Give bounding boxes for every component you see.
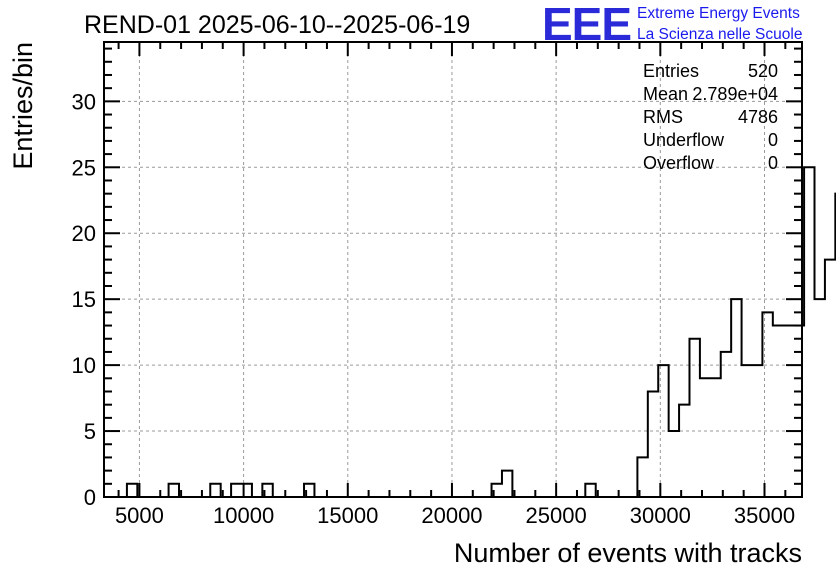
- stats-box: Entries 520 Mean 2.789e+04 RMS 4786 Unde…: [643, 61, 778, 173]
- grid-lines: [104, 42, 802, 498]
- y-tick-label: 20: [72, 221, 96, 246]
- stats-label-underflow: Underflow: [643, 130, 725, 150]
- x-tick-label: 15000: [317, 503, 378, 528]
- stats-value-rms: 4786: [738, 107, 778, 127]
- histogram-outline: [106, 166, 836, 498]
- y-tick-label: 30: [72, 89, 96, 114]
- x-axis-label: Number of events with tracks: [454, 538, 802, 568]
- x-tick-label: 25000: [526, 503, 587, 528]
- x-tick-label: 30000: [630, 503, 691, 528]
- stats-label-entries: Entries: [643, 61, 699, 81]
- y-tick-label: 5: [84, 419, 96, 444]
- x-tick-label: 20000: [421, 503, 482, 528]
- stats-value-mean: 2.789e+04: [692, 84, 778, 104]
- stats-value-overflow: 0: [768, 153, 778, 173]
- stats-label-mean: Mean: [643, 84, 688, 104]
- stats-label-rms: RMS: [643, 107, 683, 127]
- y-tick-label: 10: [72, 353, 96, 378]
- chart-title: REND-01 2025-06-10--2025-06-19: [84, 11, 470, 39]
- eee-logo: EEE Extreme Energy Events La Scienza nel…: [542, 0, 802, 50]
- y-tick-label: 25: [72, 155, 96, 180]
- stats-value-entries: 520: [748, 61, 778, 81]
- x-tick-label: 10000: [213, 503, 274, 528]
- logo-line-1: Extreme Energy Events: [637, 5, 800, 22]
- stats-value-underflow: 0: [768, 130, 778, 150]
- stats-label-overflow: Overflow: [643, 153, 715, 173]
- logo-mark: EEE: [542, 0, 631, 50]
- y-tick-label: 0: [84, 485, 96, 510]
- y-axis-label: Entries/bin: [8, 42, 38, 170]
- plot-frame: [103, 41, 803, 498]
- axis-ticks: [104, 42, 802, 498]
- logo-line-2: La Scienza nelle Scuole: [637, 26, 802, 43]
- x-tick-label: 35000: [734, 503, 795, 528]
- x-tick-label: 5000: [115, 503, 164, 528]
- y-tick-label: 15: [72, 287, 96, 312]
- tick-labels: 5000 10000 15000 20000 25000 30000 35000 0 5 10 15…: [72, 89, 796, 528]
